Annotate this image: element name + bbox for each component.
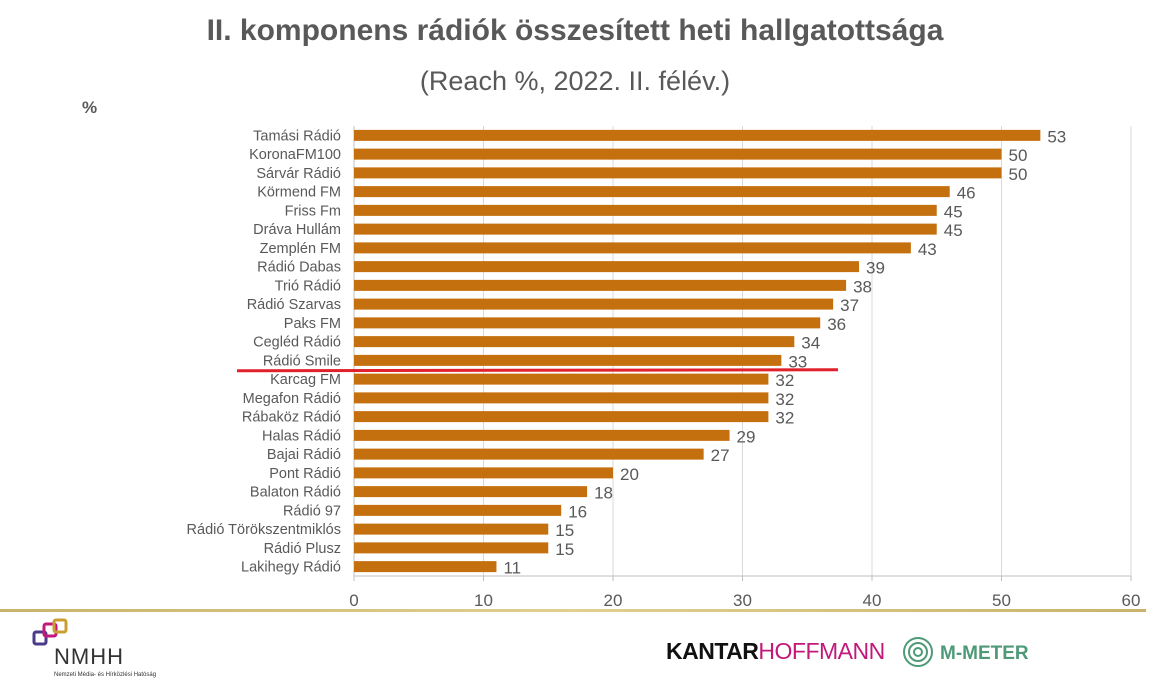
data-label: 53 <box>1047 127 1066 146</box>
data-label: 46 <box>957 184 976 203</box>
x-tick-label: 50 <box>992 591 1011 610</box>
bar <box>354 242 911 254</box>
bar <box>354 504 562 516</box>
data-label: 29 <box>737 427 756 446</box>
nmhh-logo: NMHH Nemzeti Média- és Hírközlési Hatósá… <box>32 618 156 678</box>
data-label: 34 <box>801 334 820 353</box>
bar <box>354 148 1002 160</box>
kantar-hoffmann-logo: KANTARHOFFMANN <box>666 638 885 665</box>
category-label: Rádió Törökszentmiklós <box>187 522 341 538</box>
bar <box>354 542 549 554</box>
category-label: Rábaköz Rádió <box>242 410 341 426</box>
category-label: Rádió Szarvas <box>247 297 341 313</box>
category-label: Zemplén FM <box>260 241 341 257</box>
category-label: Pont Rádió <box>269 466 341 482</box>
bar <box>354 317 821 329</box>
m-meter-text: M-METER <box>940 643 1029 664</box>
data-label: 50 <box>1009 146 1028 165</box>
x-tick-label: 40 <box>863 591 882 610</box>
bar <box>354 261 860 273</box>
cutoff-marker-line <box>236 368 839 373</box>
bar <box>354 429 730 441</box>
data-label: 27 <box>711 446 730 465</box>
chart-title: II. komponens rádiók összesített heti ha… <box>206 14 944 47</box>
x-tick-label: 60 <box>1122 591 1141 610</box>
data-label: 45 <box>944 221 963 240</box>
data-label: 15 <box>555 521 574 540</box>
category-label: Paks FM <box>284 316 341 332</box>
category-label: Bajai Rádió <box>267 447 341 463</box>
data-label: 32 <box>775 371 794 390</box>
bar <box>354 336 795 348</box>
bar <box>354 523 549 535</box>
bar <box>354 486 588 498</box>
bar <box>354 204 937 216</box>
x-tick-label: 30 <box>733 591 752 610</box>
bar <box>354 411 769 423</box>
category-label: Lakihegy Rádió <box>241 560 341 576</box>
data-label: 45 <box>944 202 963 221</box>
bar <box>354 373 769 385</box>
data-label: 37 <box>840 296 859 315</box>
category-label: Balaton Rádió <box>250 485 341 501</box>
bar <box>354 167 1002 179</box>
category-label: Karcag FM <box>270 372 341 388</box>
category-label: Megafon Rádió <box>243 391 341 407</box>
data-label: 18 <box>594 484 613 503</box>
y-axis-unit-label: % <box>82 98 98 117</box>
bar <box>354 448 704 460</box>
category-label: Friss Fm <box>285 203 341 219</box>
data-label: 20 <box>620 465 639 484</box>
data-label: 15 <box>555 540 574 559</box>
category-label: Trió Rádió <box>275 278 341 294</box>
bar <box>354 129 1041 141</box>
nmhh-caption: Nemzeti Média- és Hírközlési Hatóság <box>54 672 156 678</box>
bar <box>354 279 847 291</box>
bar <box>354 392 769 404</box>
data-label: 38 <box>853 277 872 296</box>
m-meter-logo: M-METER <box>903 637 1029 667</box>
category-label: Tamási Rádió <box>253 128 341 144</box>
bar-chart: 0 10 20 30 40 50 60 Tamási Rádió 53 KoronaFM100 50… <box>187 126 1141 610</box>
hoffmann-text: HOFFMANN <box>758 638 885 664</box>
bar <box>354 467 613 479</box>
data-label: 11 <box>503 559 521 578</box>
category-label: Rádió 97 <box>283 503 341 519</box>
data-label: 43 <box>918 240 937 259</box>
category-label: KoronaFM100 <box>249 147 341 163</box>
category-label: Körmend FM <box>257 185 341 201</box>
category-label: Sárvár Rádió <box>256 166 341 182</box>
bar <box>354 223 937 235</box>
x-tick-label: 0 <box>349 591 358 610</box>
category-label: Halas Rádió <box>262 428 341 444</box>
category-label: Dráva Hullám <box>253 222 341 238</box>
data-label: 36 <box>827 315 846 334</box>
footer-divider <box>0 609 1146 612</box>
data-label: 39 <box>866 259 885 278</box>
category-label: Cegléd Rádió <box>253 335 341 351</box>
x-tick-label: 20 <box>604 591 623 610</box>
chart-subtitle: (Reach %, 2022. II. félév.) <box>419 66 731 96</box>
data-label: 32 <box>775 390 794 409</box>
data-label: 50 <box>1009 165 1028 184</box>
category-label: Rádió Dabas <box>257 260 341 276</box>
nmhh-logo-text: NMHH <box>54 644 124 669</box>
data-label: 16 <box>568 502 587 521</box>
data-label: 32 <box>775 409 794 428</box>
category-label: Rádió Plusz <box>264 541 341 557</box>
kantar-text: KANTAR <box>666 638 759 664</box>
x-tick-label: 10 <box>474 591 493 610</box>
category-label: Rádió Smile <box>263 353 341 369</box>
bar <box>354 186 950 198</box>
bar <box>354 298 834 310</box>
data-label: 33 <box>788 352 807 371</box>
bar <box>354 561 497 573</box>
bar <box>354 354 782 366</box>
